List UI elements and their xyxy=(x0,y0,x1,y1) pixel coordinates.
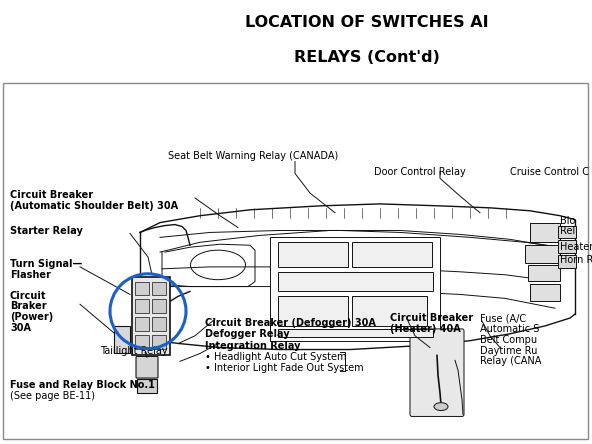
Text: Starter Relay: Starter Relay xyxy=(10,226,83,236)
Ellipse shape xyxy=(434,403,448,411)
FancyBboxPatch shape xyxy=(270,238,440,341)
Text: 30A: 30A xyxy=(10,323,31,333)
Text: LOCATION OF SWITCHES AI: LOCATION OF SWITCHES AI xyxy=(245,15,489,30)
Text: Fuse and Relay Block No.1: Fuse and Relay Block No.1 xyxy=(10,380,155,390)
Text: Relay (CANA: Relay (CANA xyxy=(480,357,541,366)
FancyBboxPatch shape xyxy=(530,284,560,301)
FancyBboxPatch shape xyxy=(136,357,158,378)
Text: Braker: Braker xyxy=(10,301,47,311)
Text: Heater Re: Heater Re xyxy=(560,242,592,252)
FancyBboxPatch shape xyxy=(135,335,149,349)
FancyBboxPatch shape xyxy=(137,379,157,393)
FancyBboxPatch shape xyxy=(410,329,464,416)
FancyBboxPatch shape xyxy=(135,317,149,331)
FancyBboxPatch shape xyxy=(135,281,149,295)
FancyBboxPatch shape xyxy=(278,329,433,337)
Text: Daytime Ru: Daytime Ru xyxy=(480,345,538,356)
FancyBboxPatch shape xyxy=(278,242,348,267)
FancyBboxPatch shape xyxy=(132,277,170,356)
FancyBboxPatch shape xyxy=(152,281,166,295)
Text: Circuit Breaker: Circuit Breaker xyxy=(10,190,93,200)
Text: Rel: Rel xyxy=(560,226,575,236)
Text: Flasher: Flasher xyxy=(10,270,51,280)
Text: Cruise Control C: Cruise Control C xyxy=(510,166,589,177)
FancyBboxPatch shape xyxy=(525,245,560,263)
Text: Automatic S: Automatic S xyxy=(480,324,539,334)
Text: Taillight Relay: Taillight Relay xyxy=(100,345,168,356)
Text: (Heater) 40A: (Heater) 40A xyxy=(390,324,461,334)
FancyBboxPatch shape xyxy=(278,272,433,291)
Text: Circuit: Circuit xyxy=(10,291,47,301)
FancyBboxPatch shape xyxy=(530,222,560,242)
FancyBboxPatch shape xyxy=(3,83,588,439)
FancyBboxPatch shape xyxy=(528,265,560,281)
FancyBboxPatch shape xyxy=(352,242,432,267)
Text: (See page BE-11): (See page BE-11) xyxy=(10,391,95,401)
FancyBboxPatch shape xyxy=(114,326,130,353)
Text: Seat Belt Warning Relay (CANADA): Seat Belt Warning Relay (CANADA) xyxy=(168,151,338,161)
Text: • Interior Light Fade Out System: • Interior Light Fade Out System xyxy=(205,363,363,373)
Text: Belt Compu: Belt Compu xyxy=(480,335,537,345)
Text: Turn Signal—: Turn Signal— xyxy=(10,259,82,269)
Text: (Power): (Power) xyxy=(10,312,53,322)
Text: Door Control Relay: Door Control Relay xyxy=(374,166,466,177)
Text: Blo: Blo xyxy=(560,216,575,226)
FancyBboxPatch shape xyxy=(152,335,166,349)
Text: Integration Relay: Integration Relay xyxy=(205,341,301,351)
Text: Circuit Breaker: Circuit Breaker xyxy=(390,313,473,323)
FancyBboxPatch shape xyxy=(152,299,166,313)
FancyBboxPatch shape xyxy=(558,240,576,253)
FancyBboxPatch shape xyxy=(152,317,166,331)
FancyBboxPatch shape xyxy=(278,297,348,326)
FancyBboxPatch shape xyxy=(558,255,576,268)
Text: • Headlight Auto Cut System: • Headlight Auto Cut System xyxy=(205,353,346,362)
FancyBboxPatch shape xyxy=(352,297,427,326)
FancyBboxPatch shape xyxy=(135,299,149,313)
Text: Circuit Breaker (Defogger) 30A: Circuit Breaker (Defogger) 30A xyxy=(205,318,376,328)
Text: Defogger Relay: Defogger Relay xyxy=(205,329,289,339)
FancyBboxPatch shape xyxy=(558,226,576,238)
Text: Fuse (A/C: Fuse (A/C xyxy=(480,313,526,323)
Text: RELAYS (Cont'd): RELAYS (Cont'd) xyxy=(294,50,440,65)
Text: (Automatic Shoulder Belt) 30A: (Automatic Shoulder Belt) 30A xyxy=(10,201,178,211)
Text: Horn Relay: Horn Relay xyxy=(560,255,592,265)
